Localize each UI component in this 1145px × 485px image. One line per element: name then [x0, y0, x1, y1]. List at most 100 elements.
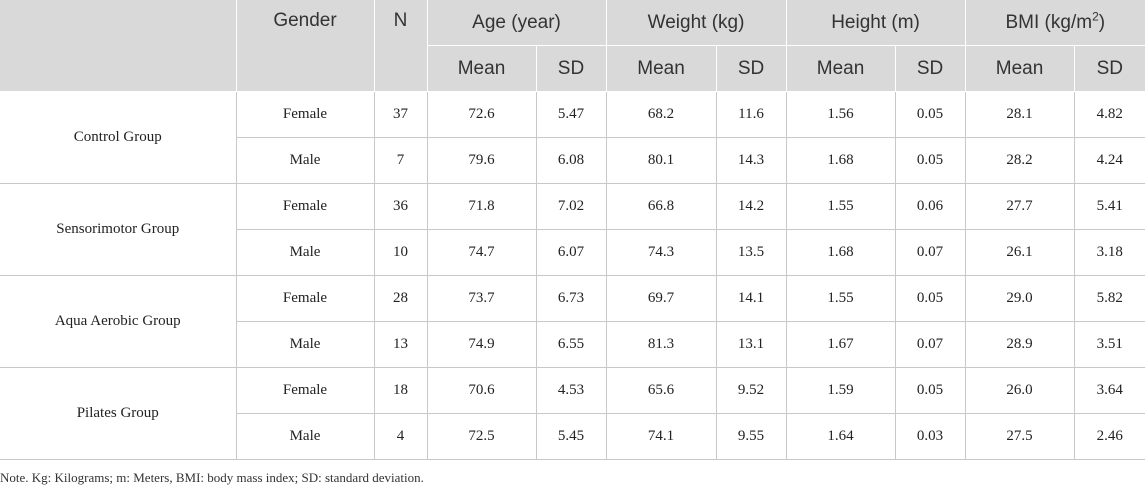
- cell-age-mean: 70.6: [426, 367, 536, 414]
- cell-age-sd: 6.55: [535, 321, 607, 368]
- cell-bmi-mean: 26.0: [964, 367, 1075, 414]
- cell-gender: Female: [235, 183, 374, 230]
- table-row: Aqua Aerobic Group Female 28 73.7 6.73 6…: [0, 275, 1145, 368]
- table-row: Male 10 74.7 6.07 74.3 13.5 1.68 0.07 26…: [0, 229, 1145, 276]
- cell-weight-sd: 9.55: [715, 413, 787, 460]
- header-age-mean: Mean: [426, 45, 536, 92]
- table-row: Male 7 79.6 6.08 80.1 14.3 1.68 0.05 28.…: [0, 137, 1145, 184]
- cell-weight-mean: 74.3: [605, 229, 717, 276]
- cell-gender: Female: [235, 91, 374, 138]
- cell-bmi-mean: 27.7: [964, 183, 1075, 230]
- cell-age-mean: 71.8: [426, 183, 536, 230]
- cell-bmi-sd: 3.51: [1073, 321, 1145, 368]
- cell-n: 18: [373, 367, 427, 414]
- header-bmi-sd: SD: [1073, 45, 1145, 92]
- group-label: Pilates Group: [0, 367, 236, 460]
- header-weight-sd: SD: [715, 45, 787, 92]
- cell-gender: Female: [235, 367, 374, 414]
- group-label: Sensorimotor Group: [0, 183, 236, 276]
- cell-weight-sd: 13.5: [715, 229, 787, 276]
- cell-height-mean: 1.64: [785, 413, 896, 460]
- header-age: Age (year): [426, 0, 607, 46]
- header-weight-mean: Mean: [605, 45, 717, 92]
- table-row: Pilates Group Female 18 70.6 4.53 65.6 9…: [0, 367, 1145, 460]
- cell-gender: Female: [235, 275, 374, 322]
- cell-height-mean: 1.59: [785, 367, 896, 414]
- cell-weight-mean: 66.8: [605, 183, 717, 230]
- table-row: Male 13 74.9 6.55 81.3 13.1 1.67 0.07 28…: [0, 321, 1145, 368]
- cell-weight-mean: 68.2: [605, 91, 717, 138]
- header-gender: Gender: [235, 0, 374, 92]
- cell-height-sd: 0.07: [894, 229, 966, 276]
- cell-weight-sd: 11.6: [715, 91, 787, 138]
- group-label: Control Group: [0, 91, 236, 184]
- header-age-sd: SD: [535, 45, 607, 92]
- cell-bmi-sd: 4.24: [1073, 137, 1145, 184]
- header-row-2: Mean SD Mean SD Mean SD Mean SD: [0, 45, 1145, 92]
- cell-n: 13: [373, 321, 427, 368]
- table-row: Control Group Female 37 72.6 5.47 68.2 1…: [0, 91, 1145, 184]
- cell-height-mean: 1.55: [785, 183, 896, 230]
- cell-age-sd: 6.07: [535, 229, 607, 276]
- cell-weight-mean: 80.1: [605, 137, 717, 184]
- cell-height-sd: 0.05: [894, 91, 966, 138]
- cell-bmi-mean: 27.5: [964, 413, 1075, 460]
- cell-age-mean: 72.5: [426, 413, 536, 460]
- cell-weight-sd: 14.1: [715, 275, 787, 322]
- cell-age-mean: 74.7: [426, 229, 536, 276]
- cell-bmi-sd: 4.82: [1073, 91, 1145, 138]
- cell-bmi-sd: 5.41: [1073, 183, 1145, 230]
- cell-gender: Male: [235, 321, 374, 368]
- cell-bmi-sd: 3.64: [1073, 367, 1145, 414]
- cell-weight-sd: 14.3: [715, 137, 787, 184]
- cell-bmi-mean: 26.1: [964, 229, 1075, 276]
- cell-bmi-mean: 29.0: [964, 275, 1075, 322]
- cell-age-sd: 4.53: [535, 367, 607, 414]
- cell-n: 10: [373, 229, 427, 276]
- cell-gender: Male: [235, 229, 374, 276]
- cell-height-mean: 1.55: [785, 275, 896, 322]
- cell-age-mean: 73.7: [426, 275, 536, 322]
- cell-age-sd: 7.02: [535, 183, 607, 230]
- cell-n: 4: [373, 413, 427, 460]
- cell-height-sd: 0.05: [894, 137, 966, 184]
- cell-height-mean: 1.68: [785, 137, 896, 184]
- header-bmi-label: BMI (kg/m: [1005, 11, 1093, 33]
- group-label: Aqua Aerobic Group: [0, 275, 236, 368]
- header-bmi: BMI (kg/m2): [964, 0, 1145, 46]
- cell-weight-sd: 9.52: [715, 367, 787, 414]
- cell-n: 28: [373, 275, 427, 322]
- cell-height-sd: 0.06: [894, 183, 966, 230]
- cell-n: 36: [373, 183, 427, 230]
- cell-weight-sd: 14.2: [715, 183, 787, 230]
- cell-bmi-sd: 2.46: [1073, 413, 1145, 460]
- header-weight: Weight (kg): [605, 0, 787, 46]
- table-row: Sensorimotor Group Female 36 71.8 7.02 6…: [0, 183, 1145, 276]
- cell-height-sd: 0.03: [894, 413, 966, 460]
- demographics-table: Gender N Age (year) Weight (kg) Height (…: [0, 0, 1145, 460]
- cell-n: 7: [373, 137, 427, 184]
- cell-age-mean: 72.6: [426, 91, 536, 138]
- cell-weight-mean: 69.7: [605, 275, 717, 322]
- cell-bmi-sd: 5.82: [1073, 275, 1145, 322]
- header-bmi-close: ): [1098, 11, 1106, 33]
- cell-age-sd: 5.47: [535, 91, 607, 138]
- cell-age-sd: 5.45: [535, 413, 607, 460]
- cell-height-sd: 0.05: [894, 275, 966, 322]
- cell-n: 37: [373, 91, 427, 138]
- table-footnote: Note. Kg: Kilograms; m: Meters, BMI: bod…: [0, 470, 424, 485]
- cell-age-sd: 6.73: [535, 275, 607, 322]
- cell-bmi-sd: 3.18: [1073, 229, 1145, 276]
- cell-height-mean: 1.68: [785, 229, 896, 276]
- cell-gender: Male: [235, 137, 374, 184]
- header-height-mean: Mean: [785, 45, 896, 92]
- cell-age-mean: 79.6: [426, 137, 536, 184]
- cell-weight-mean: 65.6: [605, 367, 717, 414]
- cell-bmi-mean: 28.1: [964, 91, 1075, 138]
- cell-gender: Male: [235, 413, 374, 460]
- cell-weight-sd: 13.1: [715, 321, 787, 368]
- cell-height-mean: 1.56: [785, 91, 896, 138]
- header-n: N: [373, 0, 427, 92]
- cell-height-mean: 1.67: [785, 321, 896, 368]
- header-height: Height (m): [785, 0, 966, 46]
